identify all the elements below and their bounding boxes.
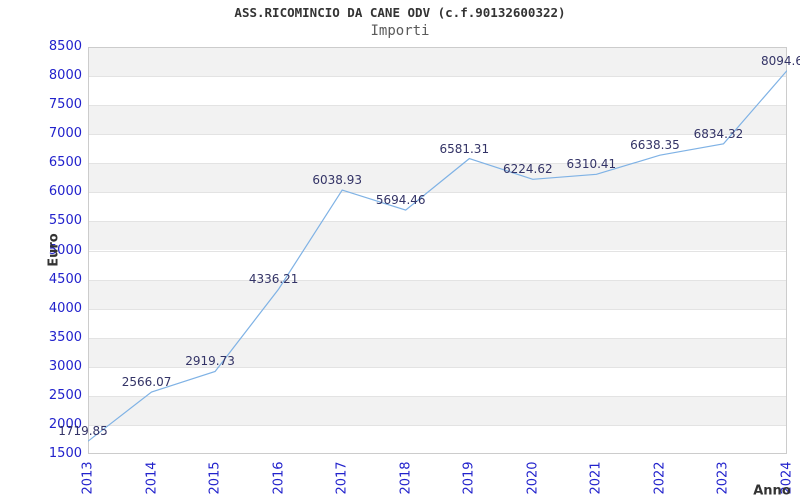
point-label: 2919.73: [185, 354, 235, 369]
plot-band: [88, 221, 787, 251]
y-tick-label: 7000: [48, 126, 82, 142]
x-axis-title: Anno: [753, 483, 791, 499]
x-tick-label: 2021: [588, 461, 604, 495]
x-tick-label: 2017: [334, 461, 350, 495]
x-tick-label: 2022: [652, 461, 668, 495]
y-tick-label: 2500: [48, 387, 82, 403]
x-tick-label: 2018: [398, 461, 414, 495]
gridline: [88, 308, 787, 310]
gridline: [88, 279, 787, 281]
plot-band: [88, 424, 787, 454]
y-tick-label: 1500: [48, 446, 82, 461]
x-tick-label: 2014: [144, 461, 160, 495]
chart-title: ASS.RICOMINCIO DA CANE ODV (c.f.90132600…: [234, 5, 566, 20]
x-tick-label: 2023: [715, 461, 731, 495]
y-tick-label: 3500: [48, 329, 82, 345]
plot-band: [88, 279, 787, 309]
plot-area: [88, 47, 787, 454]
gridline: [88, 76, 787, 78]
y-tick-label: 7500: [48, 97, 82, 113]
plot-band: [88, 76, 787, 106]
point-label: 6638.35: [630, 138, 680, 153]
x-tick-label: 2013: [80, 461, 96, 495]
plot-band: [88, 366, 787, 396]
x-tick-label: 2016: [271, 461, 287, 495]
chart-subtitle: Importi: [370, 23, 430, 39]
point-label: 6224.62: [503, 162, 553, 177]
y-tick-label: 4500: [48, 271, 82, 287]
x-tick-label: 2020: [525, 461, 541, 495]
plot-band: [88, 250, 787, 280]
y-tick-label: 6500: [48, 155, 82, 171]
plot-band: [88, 163, 787, 193]
y-tick-label: 4000: [48, 300, 82, 316]
y-tick-label: 8500: [48, 39, 82, 54]
gridline: [88, 134, 787, 136]
plot-band: [88, 47, 787, 77]
point-label: 8094.6: [761, 53, 800, 68]
point-label: 6038.93: [312, 173, 362, 188]
gridline: [88, 221, 787, 223]
gridline: [88, 250, 787, 252]
plot-band: [88, 395, 787, 425]
point-label: 1719.85: [58, 424, 108, 439]
plot-band: [88, 134, 787, 164]
gridline: [88, 337, 787, 339]
point-label: 6834.32: [693, 126, 744, 141]
point-label: 6581.31: [439, 141, 490, 156]
y-tick-label: 6000: [48, 184, 82, 200]
gridline: [88, 192, 787, 194]
gridline: [88, 395, 787, 397]
gridline: [88, 424, 787, 426]
y-tick-label: 3000: [48, 358, 82, 374]
point-label: 4336.21: [248, 272, 299, 287]
y-tick-label: 8000: [48, 68, 82, 84]
gridline: [88, 105, 787, 107]
y-axis-title: Euro: [46, 233, 62, 267]
plot-band: [88, 105, 787, 135]
y-tick-label: 5000: [48, 242, 82, 258]
gridline: [88, 163, 787, 165]
y-tick-label: 2000: [48, 416, 82, 432]
x-tick-label: 2015: [207, 461, 223, 495]
point-label: 2566.07: [121, 375, 172, 390]
point-label: 6310.41: [566, 157, 617, 172]
plot-band: [88, 192, 787, 222]
y-tick-label: 5500: [48, 213, 82, 229]
x-tick-label: 2019: [461, 461, 477, 495]
point-label: 5694.46: [375, 193, 426, 208]
plot-band: [88, 308, 787, 338]
